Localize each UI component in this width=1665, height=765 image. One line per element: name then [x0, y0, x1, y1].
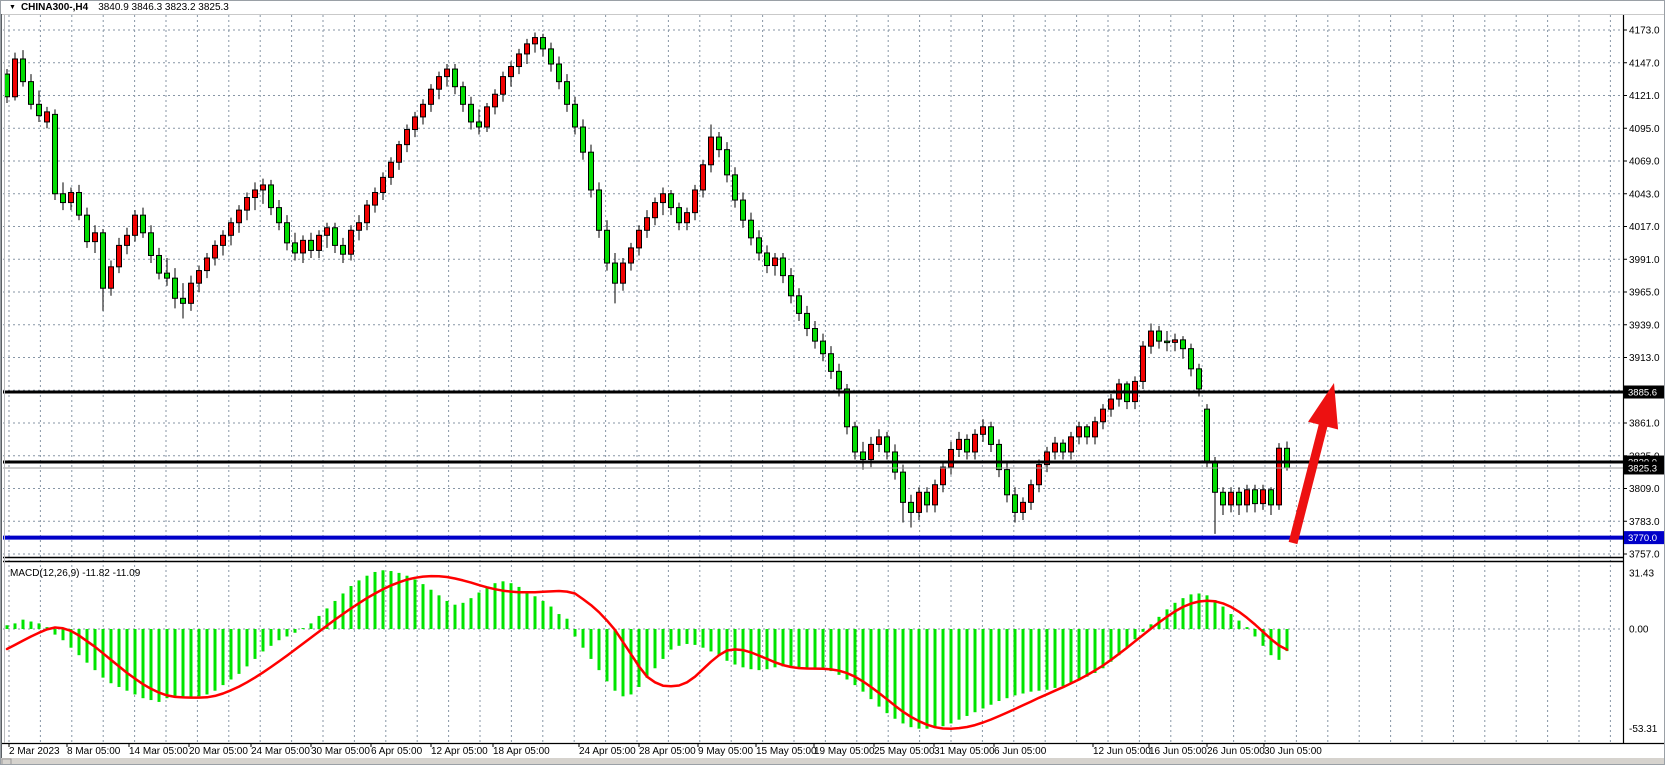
price-tag-label: 3825.3 — [1628, 463, 1657, 474]
price-tick-label: 4147.0 — [1629, 58, 1660, 69]
time-tick-label: 28 Apr 05:00 — [639, 746, 696, 757]
time-tick-label: 24 Apr 05:00 — [579, 746, 636, 757]
time-axis[interactable]: 2 Mar 2023 8 Mar 05:00 14 Mar 05:00 20 Mar … — [8, 743, 1322, 757]
time-tick-label: 15 May 05:00 — [756, 746, 817, 757]
chart-titlebar: ▼ CHINA300-,H4 3840.9 3846.3 3823.2 3825.3 — [1, 1, 1664, 14]
macd-axis[interactable]: 31.43 0.00 -53.31 — [1629, 569, 1658, 736]
time-tick-label: 12 Apr 05:00 — [431, 746, 488, 757]
macd-signal-line — [5, 574, 1289, 730]
macd-tick-label: -53.31 — [1629, 724, 1658, 735]
time-tick-label: 18 Apr 05:00 — [493, 746, 550, 757]
macd-tick-label: 31.43 — [1629, 569, 1654, 580]
price-tick-label: 3991.0 — [1629, 255, 1660, 266]
price-tick-label: 3913.0 — [1629, 353, 1660, 364]
time-tick-label: 25 May 05:00 — [874, 746, 935, 757]
time-tick-label: 31 May 05:00 — [934, 746, 995, 757]
window-bottom-strip — [1, 758, 1664, 764]
price-tag-label: 3885.6 — [1628, 388, 1657, 399]
price-tick-label: 3939.0 — [1629, 320, 1660, 331]
quote-ohlc-label: 3840.9 3846.3 3823.2 3825.3 — [98, 2, 229, 13]
price-tick-label: 4095.0 — [1629, 124, 1660, 135]
price-tick-label: 3965.0 — [1629, 288, 1660, 299]
time-tick-label: 14 Mar 05:00 — [129, 746, 188, 757]
price-tick-label: 3861.0 — [1629, 419, 1660, 430]
time-tick-label: 12 Jun 05:00 — [1093, 746, 1151, 757]
symbol-dropdown-icon[interactable]: ▼ — [9, 4, 16, 11]
price-tick-label: 4121.0 — [1629, 91, 1660, 102]
macd-tick-label: 0.00 — [1629, 625, 1649, 636]
price-tick-label: 4043.0 — [1629, 189, 1660, 200]
time-tick-label: 8 Mar 05:00 — [67, 746, 121, 757]
price-tick-label: 4069.0 — [1629, 157, 1660, 168]
time-tick-label: 30 Jun 05:00 — [1264, 746, 1322, 757]
time-tick-label: 24 Mar 05:00 — [251, 746, 310, 757]
time-tick-label: 2 Mar 2023 — [9, 746, 60, 757]
time-tick-label: 6 Apr 05:00 — [371, 746, 423, 757]
price-tick-label: 3757.0 — [1629, 550, 1660, 561]
price-tick-label: 3809.0 — [1629, 484, 1660, 495]
time-tick-label: 19 May 05:00 — [814, 746, 875, 757]
time-tick-label: 6 Jun 05:00 — [994, 746, 1047, 757]
time-tick-label: 16 Jun 05:00 — [1149, 746, 1207, 757]
price-tick-label: 3783.0 — [1629, 517, 1660, 528]
candlestick-series[interactable] — [4, 32, 1290, 534]
price-tick-label: 4017.0 — [1629, 222, 1660, 233]
trend-arrow[interactable] — [1288, 383, 1339, 545]
time-tick-label: 20 Mar 05:00 — [189, 746, 248, 757]
time-tick-label: 9 May 05:00 — [698, 746, 753, 757]
macd-params-label: MACD(12,26,9) -11.82 -11.09 — [10, 568, 141, 579]
time-tick-label: 30 Mar 05:00 — [311, 746, 370, 757]
symbol-timeframe-label: CHINA300-,H4 — [20, 2, 89, 13]
macd-indicator[interactable]: MACD(12,26,9) -11.82 -11.09 — [5, 568, 1289, 730]
price-axis[interactable]: 4173.0 4147.0 4121.0 4095.0 4069.0 4043.0 4017… — [1623, 26, 1660, 561]
price-level-lines[interactable] — [3, 390, 1623, 540]
price-tag-label: 3770.0 — [1628, 533, 1657, 544]
time-tick-label: 26 Jun 05:00 — [1207, 746, 1265, 757]
price-tick-label: 4173.0 — [1629, 26, 1660, 37]
